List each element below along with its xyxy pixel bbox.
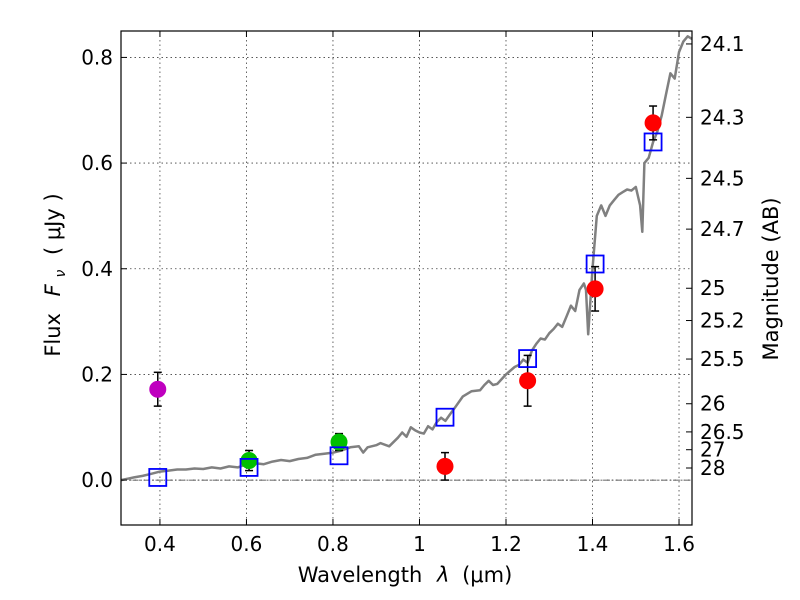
x-tick-label: 0.8: [317, 532, 349, 556]
y-axis-title-units: ( μJy ): [41, 193, 65, 255]
x-tick-label: 1: [413, 532, 426, 556]
model-point: [329, 446, 349, 466]
y-axis-title-subscript: ν: [53, 270, 69, 278]
observed-point: [586, 280, 604, 298]
y-tick-label: 0.8: [81, 45, 113, 69]
model-point: [643, 132, 663, 152]
model-point: [435, 407, 455, 427]
observed-point: [149, 380, 167, 398]
y-axis-title: Flux F ν ( μJy ): [41, 193, 70, 356]
x-tick-label: 1.6: [663, 532, 695, 556]
spectrum-line: [120, 35, 693, 482]
x-axis-title: Wavelength λ (μm): [298, 563, 513, 587]
x-tick-label: 0.6: [231, 532, 263, 556]
magnitude-tick-label: 26: [700, 392, 725, 416]
y-axis-title-prefix: Flux: [41, 313, 65, 357]
model-point: [148, 468, 168, 487]
magnitude-tick-label: 24.5: [700, 166, 745, 190]
x-tick-label: 0.4: [144, 532, 176, 556]
observed-photometry: [149, 114, 662, 475]
x-tick-label: 1.2: [490, 532, 522, 556]
magnitude-tick-label: 25.2: [700, 309, 745, 333]
error-bars: [153, 105, 658, 481]
magnitude-axis-title: Magnitude (AB): [759, 197, 783, 360]
observed-point: [330, 433, 348, 451]
model-photometry: [148, 132, 663, 487]
x-tick-label: 1.4: [577, 532, 609, 556]
template-spectrum: [120, 35, 693, 482]
plot-frame: [120, 30, 693, 526]
magnitude-tick-label: 24.7: [700, 217, 745, 241]
model-point: [518, 349, 538, 368]
x-axis-title-prefix: Wavelength: [298, 563, 423, 587]
magnitude-tick-label: 26.5: [700, 420, 745, 444]
model-point: [239, 458, 259, 477]
model-point: [585, 254, 605, 274]
y-tick-label: 0.0: [81, 468, 113, 492]
grid-lines: [121, 31, 692, 525]
magnitude-tick-label: 24.3: [700, 105, 745, 129]
y-tick-label: 0.2: [81, 362, 113, 386]
magnitude-tick-label: 25: [700, 276, 725, 300]
x-axis-ticks: 0.4 0.6 0.8 1 1.2 1.4 1.6: [144, 31, 695, 556]
magnitude-tick-label: 24.1: [700, 32, 745, 56]
y-axis-title-symbol: F: [41, 283, 65, 296]
y-tick-label: 0.6: [81, 151, 113, 175]
magnitude-tick-label: 28: [700, 456, 725, 480]
observed-point: [240, 452, 258, 470]
x-axis-title-units: (μm): [462, 563, 512, 587]
y-axis-ticks: 0.0 0.2 0.4 0.6 0.8: [81, 45, 127, 492]
observed-point: [519, 372, 537, 390]
magnitude-tick-label: 27: [700, 438, 725, 462]
observed-point: [436, 457, 454, 475]
y-tick-label: 0.4: [81, 257, 113, 281]
observed-point: [644, 114, 662, 132]
x-axis-title-symbol: λ: [436, 563, 449, 587]
magnitude-tick-label: 25.5: [700, 347, 745, 371]
